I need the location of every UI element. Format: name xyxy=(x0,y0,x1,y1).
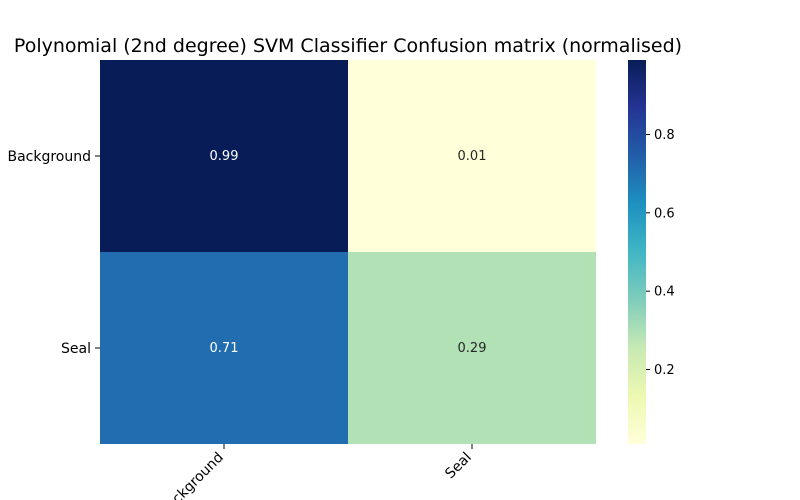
colorbar-tick-label: 0.8 xyxy=(654,128,675,143)
heatmap-cell xyxy=(348,252,596,444)
x-tick-label: Background xyxy=(156,450,226,500)
cell-value-label: 0.29 xyxy=(458,341,487,356)
chart-title: Polynomial (2nd degree) SVM Classifier C… xyxy=(14,35,682,57)
y-tick-label: Background xyxy=(7,149,91,165)
heatmap-cell-labels: 0.99 0.01 0.71 0.29 xyxy=(210,149,487,356)
heatmap-cell xyxy=(100,60,348,252)
x-tick-label: Seal xyxy=(442,450,475,483)
colorbar-tick-label: 0.6 xyxy=(654,206,675,221)
cell-value-label: 0.01 xyxy=(458,149,487,164)
cell-value-label: 0.71 xyxy=(210,341,239,356)
heatmap-cells xyxy=(100,60,596,444)
colorbar-tick-label: 0.4 xyxy=(654,285,675,300)
colorbar-tick-label: 0.2 xyxy=(654,363,675,378)
colorbar-gradient xyxy=(628,60,646,444)
colorbar-ticks: 0.2 0.4 0.6 0.8 xyxy=(646,128,675,378)
heatmap-cell xyxy=(348,60,596,252)
x-axis: Background Seal xyxy=(156,444,475,500)
cell-value-label: 0.99 xyxy=(210,149,239,164)
y-tick-label: Seal xyxy=(61,341,91,357)
y-axis: Background Seal xyxy=(7,149,100,357)
colorbar: 0.2 0.4 0.6 0.8 xyxy=(628,60,675,444)
heatmap-cell xyxy=(100,252,348,444)
